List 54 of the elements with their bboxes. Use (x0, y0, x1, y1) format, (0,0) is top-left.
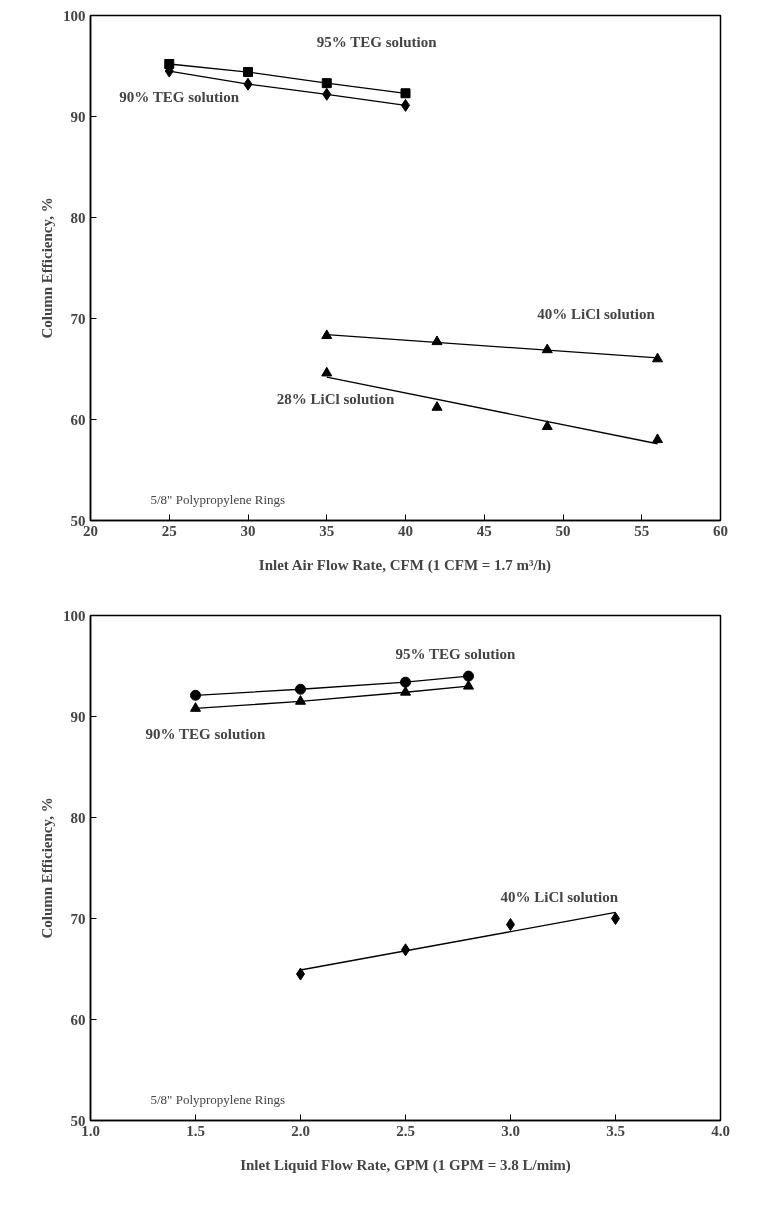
x-tick-label: 4.0 (711, 1122, 730, 1139)
point (400, 88, 411, 99)
y-tick-label: 80 (70, 809, 86, 826)
y-tick-label: 60 (70, 411, 86, 428)
annotation: 5/8" Polypropylene Rings (150, 491, 286, 507)
x-tick-label: 3.5 (606, 1122, 625, 1139)
point (321, 78, 332, 89)
x-tick-label: 45 (476, 522, 492, 539)
y-tick-label: 100 (63, 607, 86, 624)
point (295, 683, 306, 695)
y-tick-label: 70 (70, 910, 86, 927)
y-tick-label: 100 (63, 7, 86, 24)
y-tick-label: 60 (70, 1011, 86, 1028)
x-tick-label: 2.0 (291, 1122, 310, 1139)
x-tick-label: 60 (713, 522, 728, 539)
x-tick-label: 1.5 (186, 1122, 205, 1139)
point (321, 329, 333, 340)
y-tick-label: 90 (70, 708, 86, 725)
x-tick-label: 2.5 (396, 1122, 415, 1139)
x-tick-label: 3.0 (501, 1122, 520, 1139)
series-label: 40% LiCl solution (537, 305, 656, 322)
point (322, 87, 332, 101)
point (652, 433, 663, 444)
x-tick-label: 30 (240, 522, 256, 539)
x-tick-label: 35 (319, 522, 335, 539)
x-tick-label: 25 (161, 522, 177, 539)
y-tick-label: 80 (70, 209, 86, 226)
y-axis-title: Column Efficiency, % (39, 197, 55, 339)
point (541, 420, 553, 430)
point (431, 401, 443, 411)
x-tick-label: 55 (634, 522, 650, 539)
series-label: 40% LiCl solution (500, 888, 619, 905)
x-axis-title: Inlet Air Flow Rate, CFM (1 CFM = 1.7 m³/h) (258, 556, 552, 574)
point (295, 695, 306, 705)
series-label: 95% TEG solution (395, 646, 516, 663)
x-tick-label: 40 (398, 522, 413, 539)
point (652, 352, 663, 363)
point (190, 689, 201, 701)
series-label: 90% TEG solution (119, 89, 240, 106)
point (243, 67, 253, 78)
series-label: 90% TEG solution (145, 726, 266, 743)
y-tick-label: 70 (70, 310, 86, 327)
point (463, 670, 474, 682)
point (190, 702, 201, 712)
annotation: 5/8" Polypropylene Rings (150, 1091, 286, 1107)
y-axis-title: Column Efficiency, % (39, 797, 55, 939)
series-label: 28% LiCl solution (276, 391, 395, 408)
point (400, 676, 411, 688)
series-label: 95% TEG solution (316, 33, 438, 50)
y-tick-label: 90 (70, 108, 86, 125)
x-axis-title: Inlet Liquid Flow Rate, GPM (1 GPM = 3.8 L/mim) (240, 1156, 571, 1174)
point (243, 77, 253, 91)
point (321, 366, 333, 377)
x-tick-label: 50 (555, 522, 571, 539)
